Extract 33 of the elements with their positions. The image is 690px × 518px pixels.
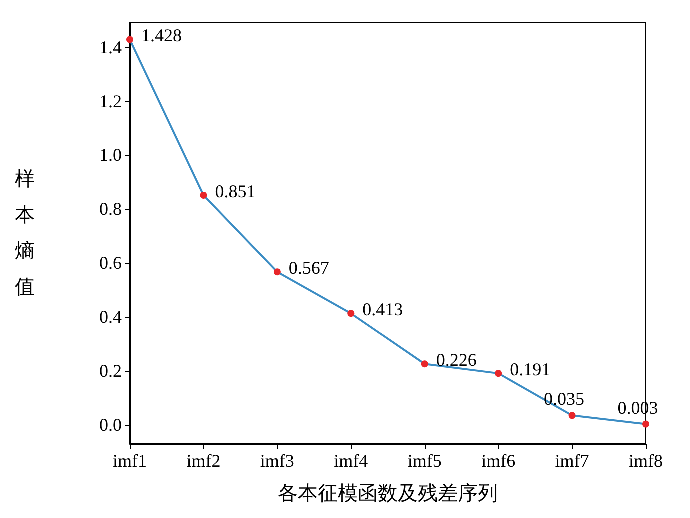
x-tick-label: imf8 xyxy=(629,451,663,471)
point xyxy=(421,360,428,368)
y-tick-label: 1.0 xyxy=(100,145,122,166)
data-label: 0.413 xyxy=(362,300,404,320)
x-tick-label: imf2 xyxy=(186,451,221,471)
y-tick-label: 0.2 xyxy=(100,361,122,382)
x-tick-label: imf3 xyxy=(260,451,294,471)
y-tick-label: 0.0 xyxy=(100,415,122,436)
y-tick-label: 1.4 xyxy=(100,37,122,58)
data-label: 0.226 xyxy=(436,350,477,370)
y-tick-label: 0.6 xyxy=(100,253,122,274)
y-tick-label: 1.2 xyxy=(100,91,122,112)
x-tick-label: imf4 xyxy=(334,451,368,471)
point xyxy=(495,370,502,378)
y-tick-label: 0.8 xyxy=(100,199,122,220)
point xyxy=(642,420,650,428)
data-label: 0.191 xyxy=(510,360,551,380)
point xyxy=(568,412,576,420)
data-label: 0.851 xyxy=(215,181,256,202)
y-axis-title: 样本熵值 xyxy=(15,168,35,298)
x-tick-label: imf1 xyxy=(113,451,147,471)
x-tick-label: imf5 xyxy=(408,451,442,471)
x-tick-label: imf7 xyxy=(555,451,590,471)
y-tick-label: 0.4 xyxy=(100,307,122,328)
data-label: 0.567 xyxy=(288,258,330,278)
point xyxy=(200,192,208,199)
x-tick-label: imf6 xyxy=(482,451,516,471)
x-axis-title: 各本征模函数及残差序列 xyxy=(278,483,498,505)
point xyxy=(126,36,134,44)
point xyxy=(348,310,355,318)
data-label: 1.428 xyxy=(142,26,182,46)
point xyxy=(274,268,281,276)
data-label: 0.035 xyxy=(544,389,585,410)
